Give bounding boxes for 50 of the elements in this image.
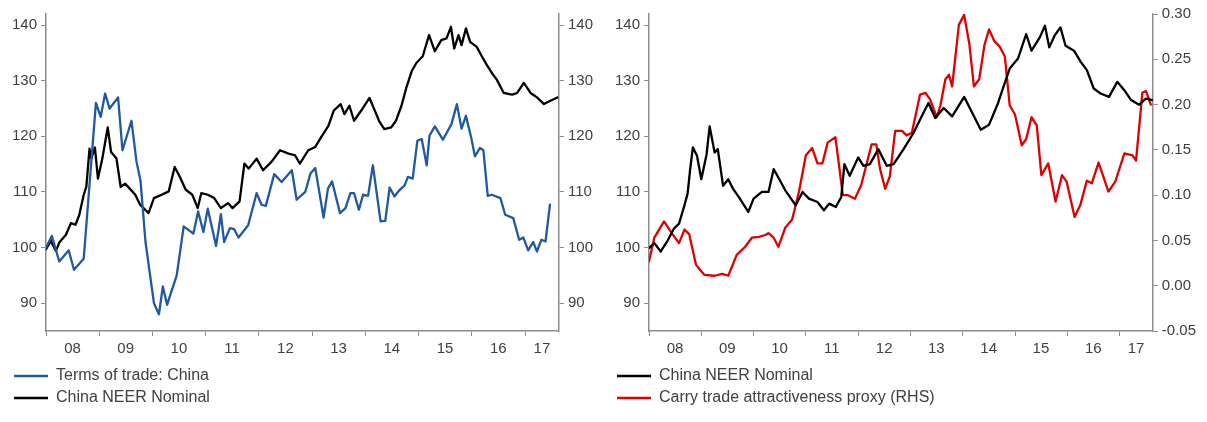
y2-tick-label: -0.05: [1161, 321, 1197, 339]
y-tick-label: 130: [12, 70, 38, 88]
y-tick-label: 90: [20, 293, 38, 311]
legend-label: China NEER Nominal: [659, 366, 813, 384]
x-tick-label: 08: [64, 339, 81, 357]
y-tick-label: 120: [12, 126, 38, 144]
y2-tick-label: 140: [567, 15, 593, 33]
y-tick-label: 90: [623, 293, 641, 311]
x-tick-label: 15: [1032, 339, 1050, 357]
y2-tick-label: 120: [567, 126, 593, 144]
y-tick-label: 130: [615, 70, 641, 88]
y-tick-label: 100: [12, 237, 38, 255]
legend-label: Terms of trade: China: [56, 366, 210, 384]
y-tick-label: 140: [12, 15, 38, 33]
y2-tick-label: 0.10: [1161, 185, 1192, 203]
y-tick-label: 110: [13, 182, 38, 200]
x-tick-label: 10: [170, 339, 188, 357]
y2-tick-label: 0.00: [1161, 275, 1192, 293]
y2-tick-label: 0.05: [1161, 230, 1192, 248]
x-tick-label: 11: [224, 339, 240, 357]
x-tick-label: 14: [980, 339, 997, 357]
y-tick-label: 140: [615, 15, 641, 33]
x-tick-label: 09: [117, 339, 134, 357]
x-tick-label: 15: [436, 339, 454, 357]
y2-tick-label: 90: [567, 293, 585, 311]
y2-tick-label: 100: [567, 237, 593, 255]
y2-tick-label: 0.25: [1161, 49, 1192, 67]
x-tick-label: 09: [718, 339, 736, 357]
y2-tick-label: 130: [567, 70, 593, 88]
y-tick-label: 100: [615, 237, 641, 255]
x-tick-label: 12: [875, 339, 893, 357]
x-tick-label: 10: [771, 339, 788, 357]
x-tick-label: 11: [824, 339, 840, 357]
x-tick-label: 14: [383, 339, 401, 357]
y2-tick-label: 0.30: [1161, 4, 1192, 22]
y-tick-label: 110: [616, 182, 641, 200]
x-tick-label: 17: [1127, 339, 1145, 357]
y-tick-label: 120: [615, 126, 641, 144]
x-tick-label: 17: [533, 339, 551, 357]
x-tick-label: 12: [277, 339, 294, 357]
y2-tick-label: 0.15: [1161, 140, 1192, 157]
legend-label: China NEER Nominal: [56, 388, 210, 406]
x-tick-label: 16: [490, 339, 507, 357]
y2-tick-label: 0.20: [1161, 94, 1192, 112]
x-tick-label: 13: [330, 339, 347, 357]
y2-tick-label: 110: [567, 182, 592, 200]
x-tick-label: 13: [928, 339, 945, 357]
x-tick-label: 08: [666, 339, 684, 357]
x-tick-label: 16: [1084, 339, 1102, 357]
legend-label: Carry trade attractiveness proxy (RHS): [659, 388, 935, 406]
